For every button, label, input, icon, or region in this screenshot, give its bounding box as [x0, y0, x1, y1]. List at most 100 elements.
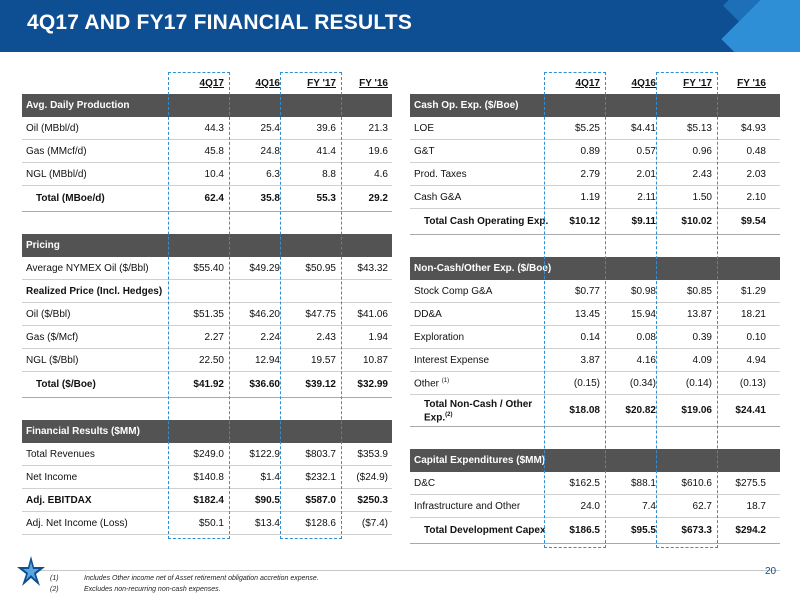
section-title: Financial Results ($MM): [26, 426, 140, 437]
table-row: G&T 0.89 0.57 0.96 0.48: [410, 140, 780, 163]
row-value: 0.48: [746, 146, 766, 157]
total-value: 29.2: [368, 193, 388, 204]
section-title: Capital Expenditures ($MM): [414, 455, 546, 466]
row-label-text: Interest Expense: [414, 355, 490, 366]
row-value: 0.10: [746, 332, 766, 343]
row-label: Interest Expense: [414, 355, 489, 366]
row-value: 2.79: [580, 169, 600, 180]
row-value: 41.4: [316, 146, 336, 157]
row-label: Other (1): [414, 378, 449, 389]
left-table: 4Q17 4Q16 FY '17 FY '16 Avg. Daily Productio…: [22, 76, 392, 535]
row-label-text: LOE: [414, 123, 435, 134]
row-label-text: Adj. Net Income (Loss): [26, 518, 128, 529]
row-value: 2.43: [316, 332, 336, 343]
star-logo-icon: [17, 556, 45, 586]
table-row: D&C $162.5 $88.1 $610.6 $275.5: [410, 472, 780, 495]
total-label: Total Non-Cash / Other Exp.(2): [424, 399, 554, 423]
column-header: FY '16: [737, 78, 766, 89]
row-value: $49.29: [249, 263, 280, 274]
total-label-text: Total Non-Cash / Other Exp.: [424, 399, 533, 424]
section-header: Pricing: [22, 234, 392, 257]
row-value: 1.50: [692, 192, 712, 203]
row-value: 24.8: [260, 146, 280, 157]
total-row: Total Non-Cash / Other Exp.(2) $18.08 $20.…: [410, 395, 780, 427]
table-row: Cash G&A 1.19 2.11 1.50 2.10: [410, 186, 780, 209]
footnote-1: (1) Includes Other income net of Asset re…: [50, 575, 319, 582]
row-value: $13.4: [254, 518, 280, 529]
total-value: 35.8: [260, 193, 280, 204]
table-row: Interest Expense 3.87 4.16 4.09 4.94: [410, 349, 780, 372]
row-value: $232.1: [305, 472, 336, 483]
row-label: LOE: [414, 123, 434, 134]
row-value: 0.08: [636, 332, 656, 343]
section-title: Avg. Daily Production: [26, 100, 130, 111]
row-label-text: Oil (MBbl/d): [26, 123, 79, 134]
section-title: Non-Cash/Other Exp. ($/Boe): [414, 263, 552, 274]
table-row: Infrastructure and Other 24.0 7.4 62.7 18.7: [410, 495, 780, 518]
row-value: 0.39: [692, 332, 712, 343]
table-row: Prod. Taxes 2.79 2.01 2.43 2.03: [410, 163, 780, 186]
row-label-text: Net Income: [26, 472, 78, 483]
row-label-text: Realized Price (Incl. Hedges): [26, 286, 163, 297]
table-row: Adj. Net Income (Loss) $50.1 $13.4 $128.6 ($…: [22, 512, 392, 535]
row-value: $1.4: [260, 472, 280, 483]
row-value: $41.06: [357, 309, 388, 320]
total-value: $24.41: [735, 405, 766, 416]
table-row: Realized Price (Incl. Hedges): [22, 280, 392, 303]
row-label: Infrastructure and Other: [414, 501, 520, 512]
row-value: $50.95: [305, 263, 336, 274]
row-value: 7.4: [642, 501, 656, 512]
column-header: FY '16: [359, 78, 388, 89]
table-row: Oil ($/Bbl) $51.35 $46.20 $47.75 $41.06: [22, 303, 392, 326]
row-label-text: Stock Comp G&A: [414, 286, 493, 297]
row-value: 4.16: [636, 355, 656, 366]
row-value: ($7.4): [361, 518, 388, 529]
row-value: $249.0: [193, 449, 224, 460]
row-value: 2.43: [692, 169, 712, 180]
total-value: $673.3: [681, 525, 712, 536]
row-value: 10.87: [362, 355, 388, 366]
row-value: 1.19: [580, 192, 600, 203]
section-spacer: [410, 427, 780, 449]
total-value: $9.54: [740, 216, 766, 227]
total-row: Total ($/Boe) $41.92 $36.60 $39.12 $32.99: [22, 372, 392, 398]
row-label: Cash G&A: [414, 192, 461, 203]
row-value: 19.57: [310, 355, 336, 366]
table-row: Other (1) (0.15) (0.34) (0.14) (0.13): [410, 372, 780, 395]
row-value: $47.75: [305, 309, 336, 320]
column-header: 4Q16: [255, 78, 280, 89]
footnote-number: (1): [50, 575, 59, 582]
row-label: Total Revenues: [26, 449, 95, 460]
page-title: 4Q17 AND FY17 FINANCIAL RESULTS: [27, 11, 413, 34]
section-spacer: [22, 212, 392, 234]
table-row: NGL ($/Bbl) 22.50 12.94 19.57 10.87: [22, 349, 392, 372]
row-value: $4.41: [630, 123, 656, 134]
row-value: 0.57: [636, 146, 656, 157]
total-row: Total Development Capex $186.5 $95.5 $673.3…: [410, 518, 780, 544]
row-value: $275.5: [735, 478, 766, 489]
footnote-text: Excludes non-recurring non-cash expenses…: [84, 586, 221, 593]
total-value: $10.02: [681, 216, 712, 227]
table-row: DD&A 13.45 15.94 13.87 18.21: [410, 303, 780, 326]
row-value: 18.21: [740, 309, 766, 320]
total-label-text: Total (MBoe/d): [36, 193, 105, 204]
total-row: Total Cash Operating Exp. $10.12 $9.11 $10.…: [410, 209, 780, 235]
row-value: ($24.9): [356, 472, 388, 483]
title-bar: 4Q17 AND FY17 FINANCIAL RESULTS: [0, 0, 800, 52]
row-value: 6.3: [266, 169, 280, 180]
row-value: 3.87: [580, 355, 600, 366]
table-row: Stock Comp G&A $0.77 $0.98 $0.85 $1.29: [410, 280, 780, 303]
total-value: $19.06: [681, 405, 712, 416]
footnote-ref: (2): [445, 412, 453, 418]
row-label-text: Oil ($/Bbl): [26, 309, 71, 320]
row-label-text: Average NYMEX Oil ($/Bbl): [26, 263, 149, 274]
row-value: $140.8: [193, 472, 224, 483]
row-value: 25.4: [260, 123, 280, 134]
total-label-text: Total Development Capex: [424, 525, 546, 536]
row-value: $353.9: [357, 449, 388, 460]
table-row: LOE $5.25 $4.41 $5.13 $4.93: [410, 117, 780, 140]
row-value: 44.3: [204, 123, 224, 134]
column-header-row: 4Q17 4Q16 FY '17 FY '16: [410, 76, 780, 94]
row-value: $0.98: [630, 286, 656, 297]
row-value: $1.29: [740, 286, 766, 297]
